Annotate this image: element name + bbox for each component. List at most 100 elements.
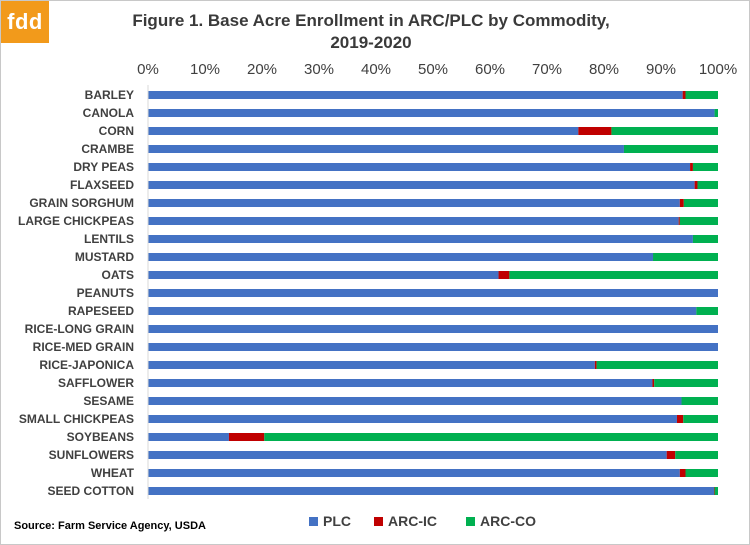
bar-segment-arc-ic — [679, 469, 686, 477]
category-label: PEANUTS — [77, 286, 134, 300]
legend-label-arc-ic: ARC-IC — [388, 513, 437, 529]
bar-segment-arc-ic — [678, 217, 680, 225]
category-label: WHEAT — [91, 466, 135, 480]
category-label: LARGE CHICKPEAS — [18, 214, 134, 228]
bar-segment-plc — [148, 397, 682, 405]
bar-segment-plc — [148, 271, 499, 279]
bar-segment-plc — [148, 487, 715, 495]
bar-segment-plc — [148, 433, 229, 441]
bar-segment-arc-ic — [714, 487, 715, 495]
category-label: RICE-MED GRAIN — [33, 340, 134, 354]
category-label: OATS — [102, 268, 134, 282]
bar-segment-arc-co — [675, 451, 718, 459]
category-label: LENTILS — [84, 232, 134, 246]
x-tick-label: 90% — [646, 61, 676, 78]
category-label: FLAXSEED — [70, 178, 134, 192]
bar-segment-arc-co — [623, 145, 718, 153]
bar-segment-arc-co — [611, 127, 718, 135]
bar-segment-arc-co — [681, 397, 718, 405]
category-label: CANOLA — [83, 106, 135, 120]
bar-segment-arc-ic — [594, 361, 597, 369]
bar-segment-arc-ic — [652, 379, 655, 387]
category-label: BARLEY — [85, 88, 134, 102]
category-label: SEED COTTON — [48, 484, 134, 498]
bar-segment-arc-co — [683, 415, 718, 423]
x-tick-label: 10% — [190, 61, 220, 78]
category-label: RICE-JAPONICA — [39, 358, 134, 372]
bar-segment-arc-co — [685, 91, 718, 99]
x-tick-label: 40% — [361, 61, 391, 78]
x-tick-label: 80% — [589, 61, 619, 78]
bar-segment-arc-co — [509, 271, 718, 279]
bar-segment-arc-co — [653, 253, 718, 261]
legend-label-plc: PLC — [323, 513, 351, 529]
bar-segment-plc — [148, 289, 718, 297]
bar-segment-plc — [148, 181, 695, 189]
category-label: CORN — [99, 124, 134, 138]
category-label: SESAME — [83, 394, 134, 408]
category-label: SUNFLOWERS — [49, 448, 134, 462]
bar-segment-plc — [148, 361, 595, 369]
bar-segment-arc-co — [714, 487, 718, 495]
bar-segment-plc — [148, 199, 680, 207]
bar-segment-plc — [148, 469, 680, 477]
bar-segment-plc — [148, 217, 679, 225]
bar-segment-plc — [148, 235, 693, 243]
bar-segment-arc-co — [692, 235, 718, 243]
x-tick-label: 20% — [247, 61, 277, 78]
bar-segment-plc — [148, 163, 691, 171]
category-label: CRAMBE — [81, 142, 134, 156]
bar-segment-plc — [148, 91, 683, 99]
x-tick-label: 0% — [137, 61, 159, 78]
bar-segment-arc-co — [683, 199, 718, 207]
bar-segment-plc — [148, 109, 715, 117]
bar-segment-arc-ic — [694, 181, 698, 189]
legend-label-arc-co: ARC-CO — [480, 513, 536, 529]
bar-segment-arc-ic — [578, 127, 612, 135]
bar-segment-plc — [148, 127, 579, 135]
bar-segment-arc-co — [696, 307, 718, 315]
bar-segment-plc — [148, 325, 718, 333]
bar-segment-arc-ic — [690, 163, 693, 171]
legend-swatch-plc — [309, 517, 318, 526]
bar-segment-arc-co — [692, 163, 718, 171]
bar-segment-arc-co — [264, 433, 718, 441]
fdd-logo: fdd — [1, 1, 49, 43]
bar-segment-arc-ic — [498, 271, 510, 279]
bar-segment-arc-co — [685, 469, 718, 477]
category-label: SMALL CHICKPEAS — [19, 412, 134, 426]
bar-segment-plc — [148, 451, 667, 459]
legend-swatch-arc-co — [466, 517, 475, 526]
x-tick-label: 100% — [699, 61, 737, 78]
bar-segment-plc — [148, 145, 624, 153]
legend-swatch-arc-ic — [374, 517, 383, 526]
bar-segment-arc-co — [714, 109, 718, 117]
bar-segment-arc-ic — [682, 91, 686, 99]
category-label: SAFFLOWER — [58, 376, 134, 390]
bar-segment-arc-ic — [676, 415, 684, 423]
bar-segment-arc-ic — [666, 451, 676, 459]
category-label: DRY PEAS — [73, 160, 134, 174]
x-tick-label: 70% — [532, 61, 562, 78]
bar-segment-arc-co — [697, 181, 718, 189]
bar-segment-plc — [148, 379, 653, 387]
chart-title-line-1: Figure 1. Base Acre Enrollment in ARC/PL… — [132, 11, 610, 30]
category-label: RICE-LONG GRAIN — [25, 322, 134, 336]
category-label: GRAIN SORGHUM — [29, 196, 134, 210]
x-tick-label: 50% — [418, 61, 448, 78]
bar-segment-plc — [148, 415, 677, 423]
bar-segment-arc-ic — [679, 199, 684, 207]
source-note: Source: Farm Service Agency, USDA — [14, 520, 206, 532]
bar-segment-plc — [148, 307, 697, 315]
bar-segment-arc-co — [596, 361, 718, 369]
bar-segment-arc-co — [679, 217, 718, 225]
category-label: MUSTARD — [75, 250, 134, 264]
category-label: RAPESEED — [68, 304, 134, 318]
chart-title-line-2: 2019-2020 — [330, 33, 412, 52]
chart-title: Figure 1. Base Acre Enrollment in ARC/PL… — [71, 10, 671, 54]
category-label: SOYBEANS — [67, 430, 134, 444]
x-tick-label: 30% — [304, 61, 334, 78]
bar-segment-plc — [148, 343, 718, 351]
